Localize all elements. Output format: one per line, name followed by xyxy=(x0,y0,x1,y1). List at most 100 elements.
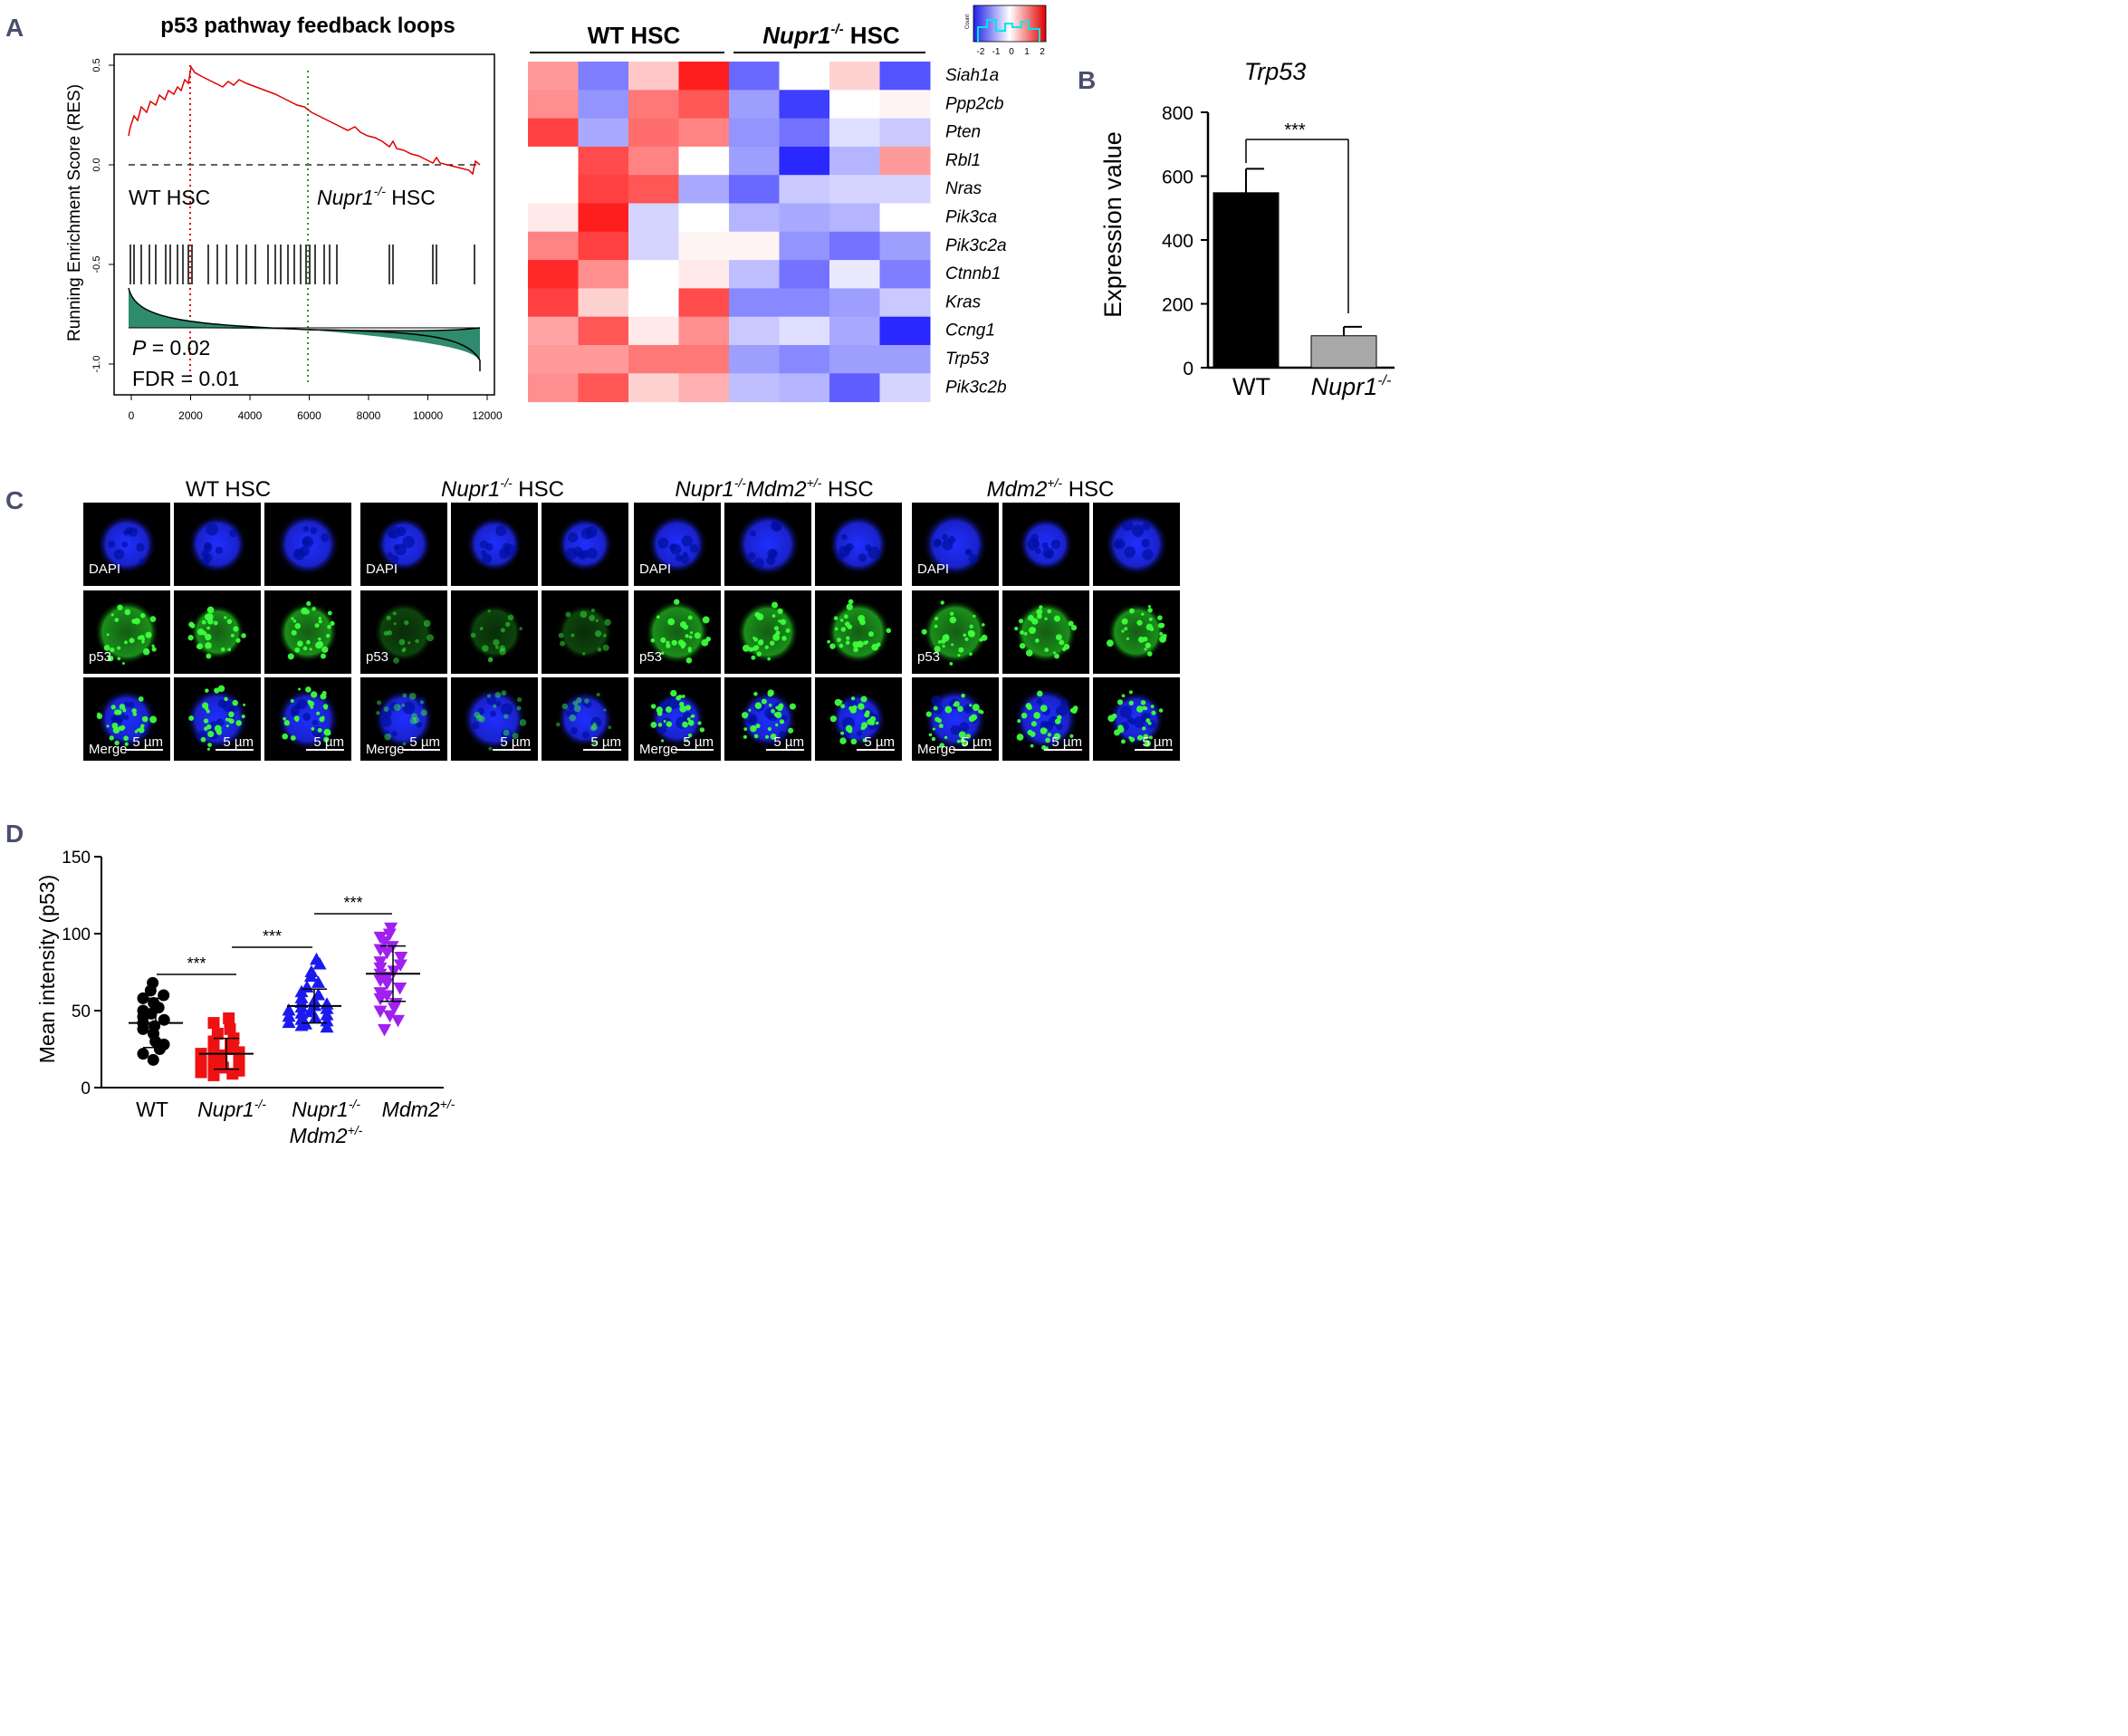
gsea-p-number: = 0.02 xyxy=(146,336,210,360)
micro-group-suffix: HSC xyxy=(219,477,271,502)
micro-group-suffix: HSC xyxy=(513,477,564,502)
chromatin-spot xyxy=(1142,522,1151,531)
p53-spot xyxy=(932,727,935,731)
p53-spot xyxy=(499,645,506,652)
panel-label-a: A xyxy=(5,14,24,42)
heatmap-cell xyxy=(528,146,579,176)
data-point-double xyxy=(320,1008,334,1021)
p53-spot xyxy=(834,627,839,631)
heatmap-cell xyxy=(678,316,730,346)
heatmap-cell xyxy=(879,316,931,346)
p53-spot xyxy=(519,719,527,726)
p53-spot xyxy=(408,693,417,700)
chromatin-spot xyxy=(968,553,979,564)
channel-label: DAPI xyxy=(366,561,398,577)
p53-image xyxy=(1093,590,1180,674)
chromatin-spot xyxy=(753,558,764,569)
data-point-mdm2 xyxy=(383,1010,398,1023)
p53-spot xyxy=(479,627,484,631)
heatmap-cell xyxy=(729,345,780,374)
p53-spot xyxy=(228,711,235,718)
p53-spot xyxy=(972,704,980,712)
heatmap-cell xyxy=(879,288,931,318)
chromatin-spot xyxy=(139,558,146,565)
heatmap-cell xyxy=(528,373,579,403)
merge-image: Merge 5 µm xyxy=(83,677,170,761)
nucleus xyxy=(465,515,523,573)
chromatin-spot xyxy=(857,731,863,737)
p53-spot xyxy=(1041,744,1047,751)
chromatin-spot xyxy=(571,709,578,716)
heatmap-cell xyxy=(779,118,830,148)
p53-spot xyxy=(864,712,870,718)
p53-spot xyxy=(1150,705,1155,708)
p53-spot xyxy=(327,732,331,735)
p53-spot xyxy=(660,637,666,643)
p53-spot xyxy=(837,638,841,642)
chromatin-spot xyxy=(581,731,590,739)
scatter-ytick-label: 0 xyxy=(81,1079,91,1098)
p53-spot xyxy=(106,633,110,637)
p53-spot xyxy=(685,634,689,638)
p53-spot xyxy=(858,703,865,710)
p53-spot xyxy=(401,648,406,653)
p53-cell xyxy=(557,604,613,660)
p53-spot xyxy=(314,623,320,628)
p53-spot xyxy=(487,609,491,613)
chromatin-spot xyxy=(390,554,399,563)
p53-spot xyxy=(933,705,938,711)
chromatin-spot xyxy=(396,526,407,537)
micro-group-suffix: HSC xyxy=(1062,477,1114,502)
gsea-xtick-label: 12000 xyxy=(472,409,503,422)
p53-spot xyxy=(767,657,771,661)
p53-spot xyxy=(781,636,787,641)
dapi-image xyxy=(815,503,902,586)
scatter-ylabel: Mean intensity (p53) xyxy=(35,875,59,1063)
chromatin-spot xyxy=(128,701,135,708)
p53-spot xyxy=(488,657,494,662)
p53-spot xyxy=(1054,653,1059,659)
chromatin-spot xyxy=(1030,533,1039,542)
p53-spot xyxy=(291,629,297,636)
heatmap-cell xyxy=(578,62,629,91)
heatmap-cells xyxy=(528,62,931,403)
p53-spot xyxy=(934,624,938,628)
p53-spot xyxy=(306,639,311,645)
data-point-wt xyxy=(137,1022,149,1035)
scale-bar-label: 5 µm xyxy=(1051,734,1082,750)
p53-spot xyxy=(205,633,212,641)
p53-image xyxy=(264,590,351,674)
merge-image: 5 µm xyxy=(264,677,351,761)
p53-spot xyxy=(833,616,839,620)
micro-group-gene: Nupr1 xyxy=(441,477,500,502)
chromatin-spot xyxy=(682,551,688,558)
p53-image: p53 xyxy=(634,590,721,674)
p53-spot xyxy=(1070,707,1078,714)
p53-spot xyxy=(117,657,121,661)
data-point-mdm2 xyxy=(373,956,388,969)
p53-spot xyxy=(1106,639,1114,647)
chromatin-spot xyxy=(321,532,330,542)
p53-spot xyxy=(969,624,973,628)
p53-spot xyxy=(230,633,235,638)
heatmap-cell xyxy=(528,203,579,233)
p53-spot xyxy=(942,644,945,648)
p53-spot xyxy=(940,600,944,605)
heatmap-cell xyxy=(879,175,931,204)
channel-label: p53 xyxy=(917,649,940,665)
heatmap-cell xyxy=(779,260,830,289)
heatmap-gene-label: Siah1a xyxy=(945,66,999,85)
p53-spot xyxy=(500,628,505,633)
chromatin-spot xyxy=(841,533,848,541)
p53-spot xyxy=(925,711,932,717)
p53-spot xyxy=(846,636,850,640)
data-point-mdm2 xyxy=(387,1002,401,1015)
p53-spot xyxy=(555,722,561,727)
heatmap-gene-label: Ctnnb1 xyxy=(945,264,1001,283)
p53-spot xyxy=(869,720,876,725)
p53-spot xyxy=(767,726,772,732)
p53-spot xyxy=(689,631,694,635)
scatter-xlabel-ko-gene: Nupr1 xyxy=(197,1098,254,1121)
micro-group-sup: -/- xyxy=(734,475,747,490)
gsea-p-value: P = 0.02 xyxy=(132,336,210,360)
